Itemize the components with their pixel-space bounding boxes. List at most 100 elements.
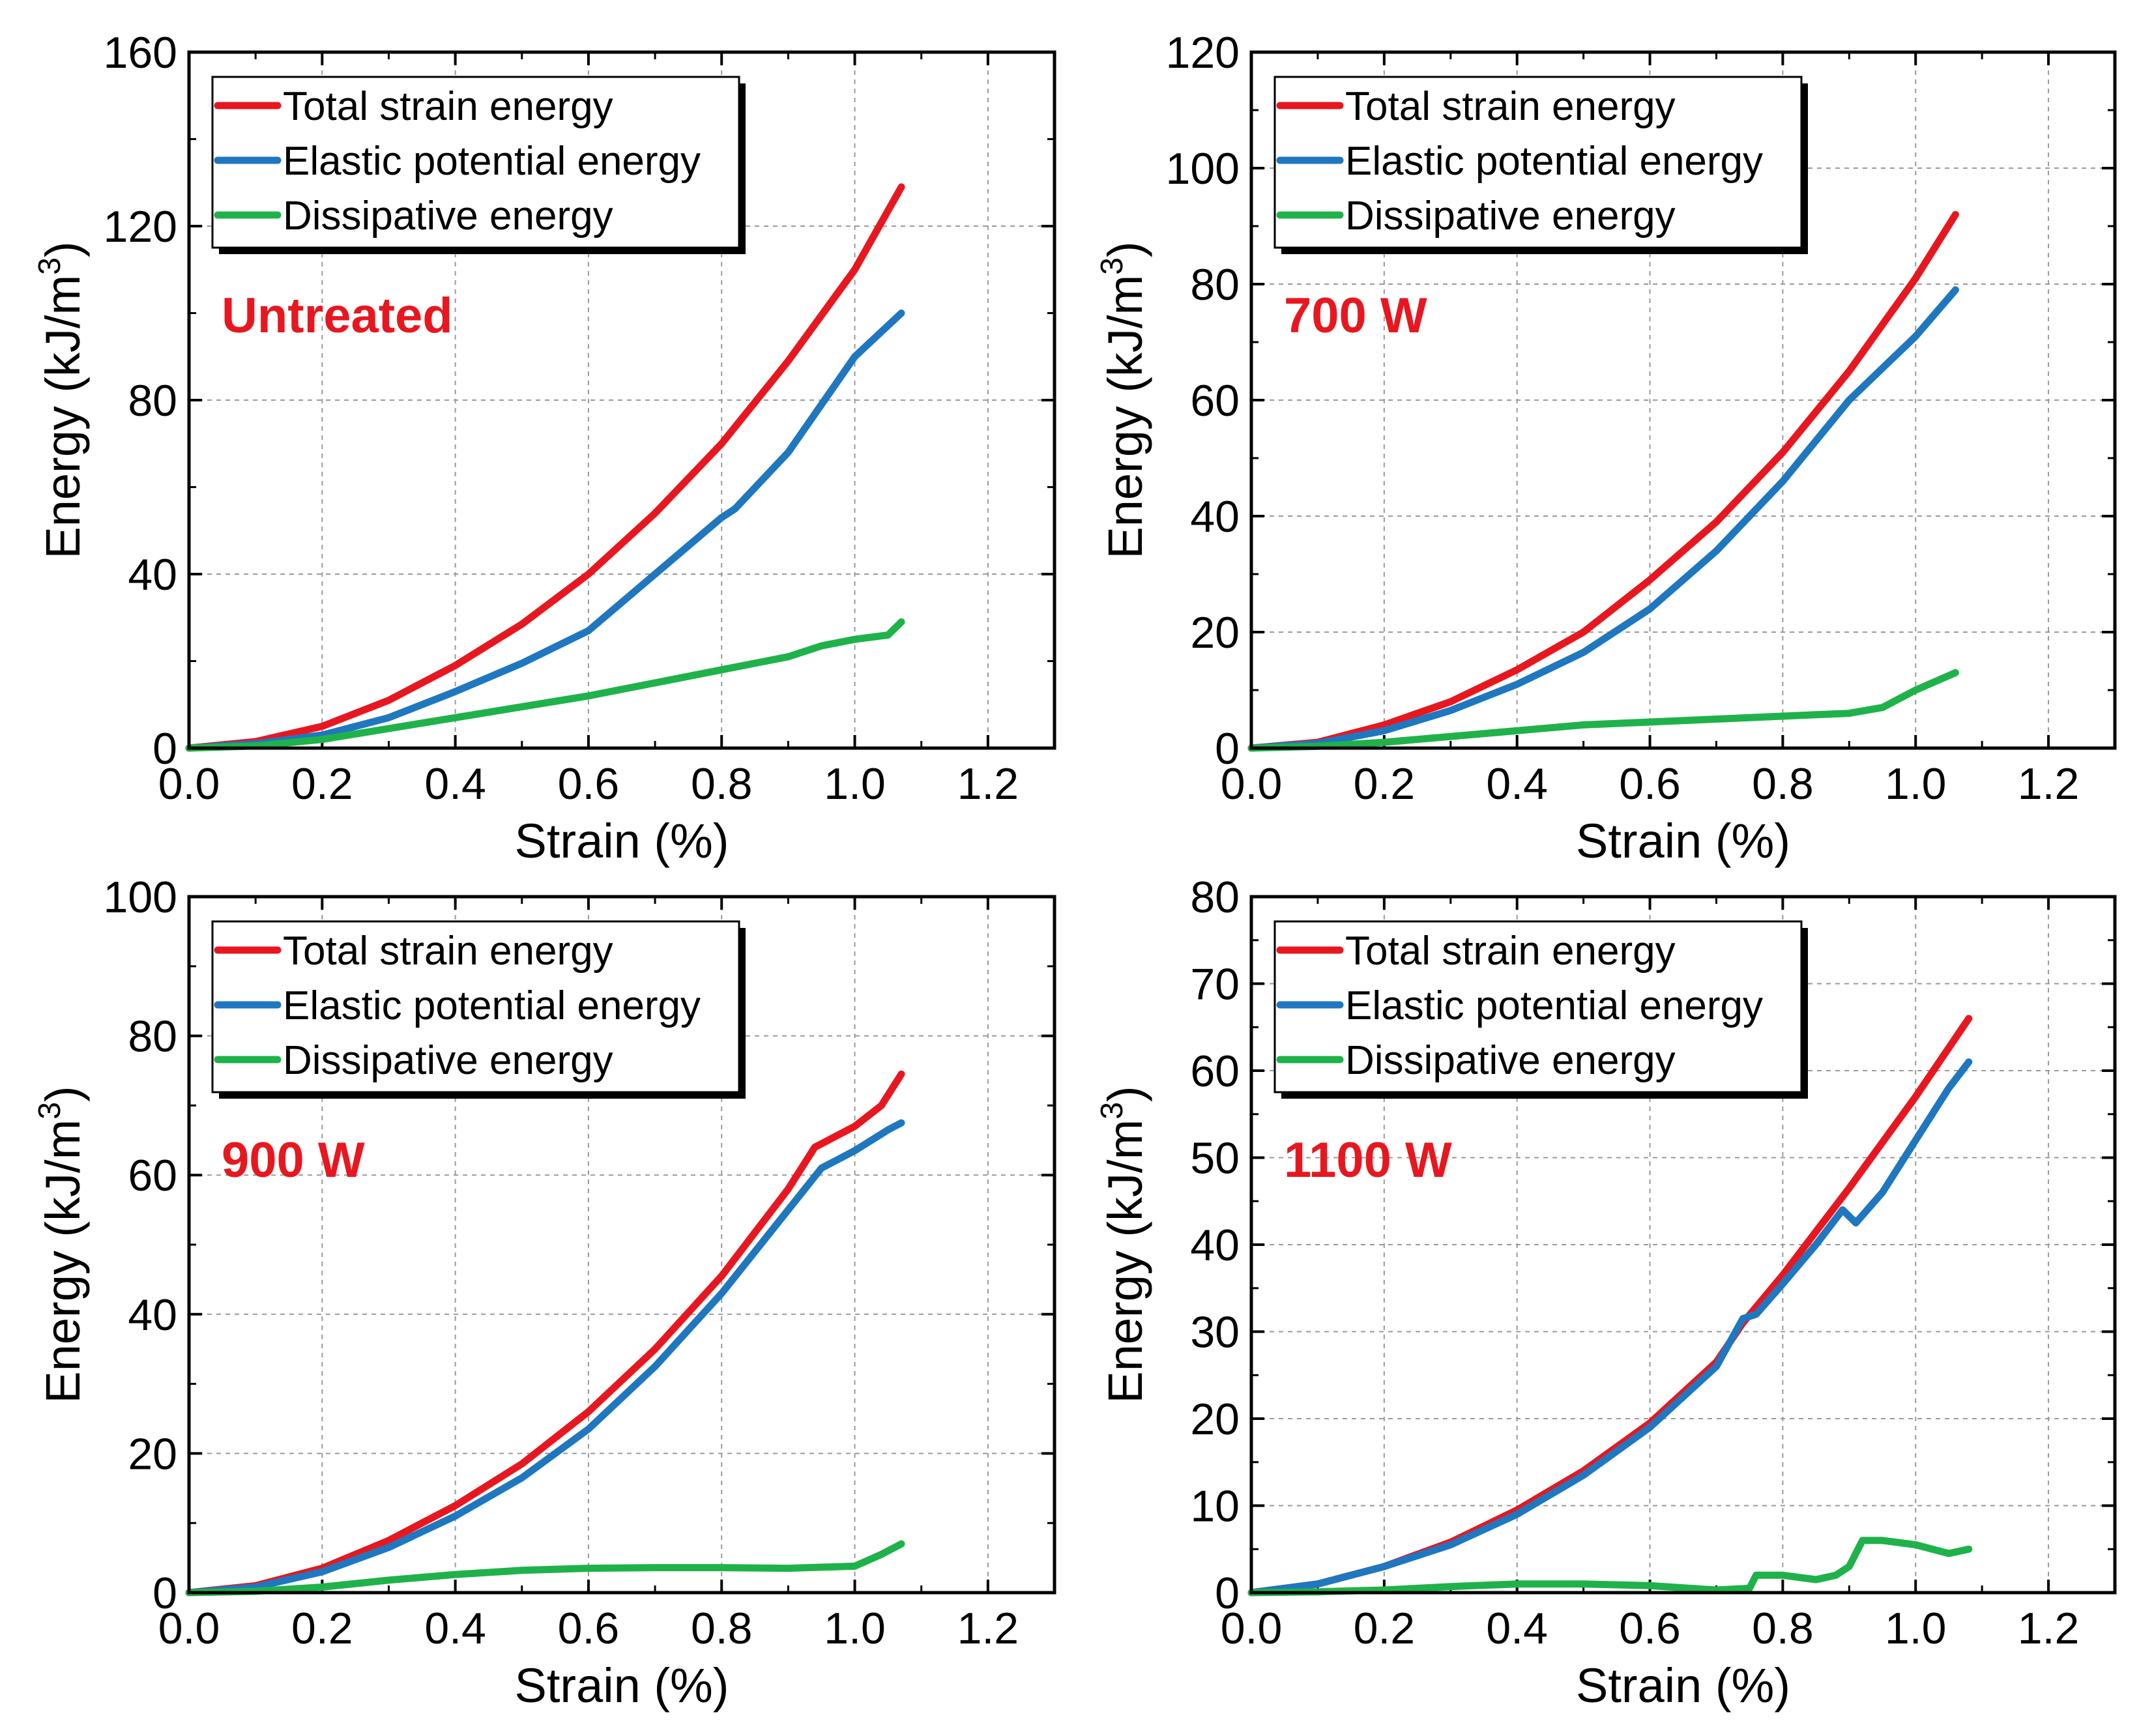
x-tick-label: 0.6	[558, 1604, 620, 1653]
legend-label: Total strain energy	[283, 929, 613, 974]
x-tick-label: 0.0	[1221, 1604, 1283, 1653]
legend-box	[1273, 920, 1803, 1093]
y-axis-title: Energy (kJ/m3)	[33, 1086, 90, 1403]
x-tick-label: 0.0	[158, 1604, 220, 1653]
x-axis-title: Strain (%)	[515, 1658, 729, 1713]
y-tick-label: 80	[1190, 260, 1240, 310]
y-axis-title-superscript: 3	[1095, 1102, 1129, 1120]
y-axis-title-main: Energy (kJ/m	[1098, 1120, 1152, 1404]
x-axis-title: Strain (%)	[1576, 1658, 1790, 1713]
y-tick-label: 70	[1190, 960, 1240, 1009]
y-axis-title-main: Energy (kJ/m	[1098, 275, 1152, 559]
legend-label: Total strain energy	[283, 84, 613, 129]
dissipative-series	[185, 1540, 905, 1597]
y-axis-title-end: )	[1098, 241, 1152, 257]
x-tick-label: 0.8	[1752, 1604, 1814, 1653]
panel-label: 900 W	[222, 1133, 365, 1188]
x-tick-label: 0.6	[1619, 759, 1681, 809]
series	[185, 1070, 905, 1597]
legend-label: Dissipative energy	[1345, 194, 1676, 239]
x-tick-label: 0.6	[558, 759, 620, 809]
y-tick-label: 60	[1190, 376, 1240, 426]
y-tick-label: 30	[1190, 1308, 1240, 1357]
y-tick-label: 20	[1190, 1395, 1240, 1444]
y-tick-label: 60	[128, 1151, 177, 1200]
y-tick-label: 80	[128, 376, 177, 426]
y-tick-label: 80	[1190, 873, 1240, 922]
x-tick-label: 1.0	[824, 1604, 886, 1653]
y-tick-label: 50	[1190, 1134, 1240, 1183]
legend-label: Dissipative energy	[283, 1038, 613, 1083]
series	[1247, 210, 1959, 752]
panel-label: 700 W	[1284, 288, 1427, 343]
y-tick-label: 10	[1190, 1482, 1240, 1531]
y-axis-title-end: )	[1098, 1086, 1152, 1102]
y-tick-label: 120	[104, 202, 177, 252]
x-tick-label: 1.2	[957, 759, 1019, 809]
panel-label: Untreated	[222, 288, 453, 343]
total-series	[1247, 1015, 1973, 1597]
legend-label: Dissipative energy	[283, 194, 613, 239]
legend-label: Total strain energy	[1345, 84, 1676, 129]
axes: 0.0 0.2 0.4 0.6 0.8 1.0 1.2 0 40 80 120 160	[104, 28, 1056, 809]
dissipative-series	[1247, 1537, 1973, 1597]
y-tick-label: 80	[128, 1012, 177, 1062]
plot-frame	[187, 50, 1056, 750]
x-tick-label: 0.4	[1486, 1604, 1548, 1653]
y-axis-title-superscript: 3	[1095, 257, 1129, 275]
legend: Total strain energy Elastic potential ene…	[211, 76, 746, 254]
y-tick-label: 0	[1215, 724, 1240, 774]
grid	[189, 52, 1055, 748]
dissipative-series	[1247, 669, 1959, 752]
legend: Total strain energy Elastic potential ene…	[211, 920, 746, 1099]
plot-frame	[1249, 895, 2117, 1595]
x-tick-label: 0.4	[1486, 759, 1548, 809]
y-axis-title-superscript: 3	[33, 257, 67, 275]
y-tick-label: 40	[1190, 492, 1240, 542]
legend-box	[211, 76, 740, 249]
y-axis-title-superscript: 3	[33, 1102, 67, 1120]
x-tick-label: 0.2	[291, 1604, 353, 1653]
total-series	[185, 1070, 905, 1597]
y-tick-label: 60	[1190, 1047, 1240, 1096]
dissipative-series	[185, 618, 905, 752]
legend-label: Elastic potential energy	[283, 983, 701, 1028]
y-axis-title-end: )	[36, 241, 90, 257]
legend-label: Elastic potential energy	[283, 139, 701, 184]
x-tick-label: 0.2	[1354, 1604, 1416, 1653]
y-tick-label: 100	[104, 873, 177, 922]
y-tick-label: 40	[128, 550, 177, 600]
y-axis-title-main: Energy (kJ/m	[36, 275, 90, 559]
y-tick-label: 0	[153, 1569, 177, 1618]
series	[185, 183, 905, 752]
x-tick-label: 0.8	[691, 759, 753, 809]
elastic-series	[1247, 286, 1959, 752]
y-axis-title-end: )	[36, 1086, 90, 1102]
legend: Total strain energy Elastic potential ene…	[1273, 76, 1808, 254]
y-axis-title-main: Energy (kJ/m	[36, 1120, 90, 1404]
x-axis-title: Strain (%)	[515, 814, 729, 868]
plot-frame	[1249, 50, 2117, 750]
total-series	[185, 183, 905, 752]
x-axis-title: Strain (%)	[1576, 814, 1790, 868]
y-tick-label: 40	[1190, 1221, 1240, 1270]
legend-label: Total strain energy	[1345, 929, 1676, 974]
legend: Total strain energy Elastic potential ene…	[1273, 920, 1808, 1099]
total-series	[1247, 210, 1959, 752]
panel-2: 0.0 0.2 0.4 0.6 0.8 1.0 1.2 0 20 40 60 80 100 120 Stra…	[1095, 28, 2117, 868]
x-tick-label: 0.2	[1354, 759, 1416, 809]
y-tick-label: 100	[1166, 144, 1240, 194]
x-tick-label: 1.0	[824, 759, 886, 809]
x-tick-label: 0.4	[424, 759, 486, 809]
legend-label: Elastic potential energy	[1345, 139, 1763, 184]
elastic-series	[185, 1119, 905, 1597]
x-tick-label: 0.0	[158, 759, 220, 809]
axes: 0.0 0.2 0.4 0.6 0.8 1.0 1.2 0 10 20 30 40 50 60 70 80	[1190, 873, 2116, 1653]
elastic-series	[1247, 1058, 1973, 1597]
panel-3: 0.0 0.2 0.4 0.6 0.8 1.0 1.2 0 20 40 60 80 100 Strain …	[33, 873, 1056, 1713]
x-tick-label: 0.8	[1752, 759, 1814, 809]
series	[1247, 1015, 1973, 1597]
legend-label: Elastic potential energy	[1345, 983, 1763, 1028]
y-tick-label: 20	[1190, 608, 1240, 658]
y-tick-label: 0	[1215, 1569, 1240, 1618]
